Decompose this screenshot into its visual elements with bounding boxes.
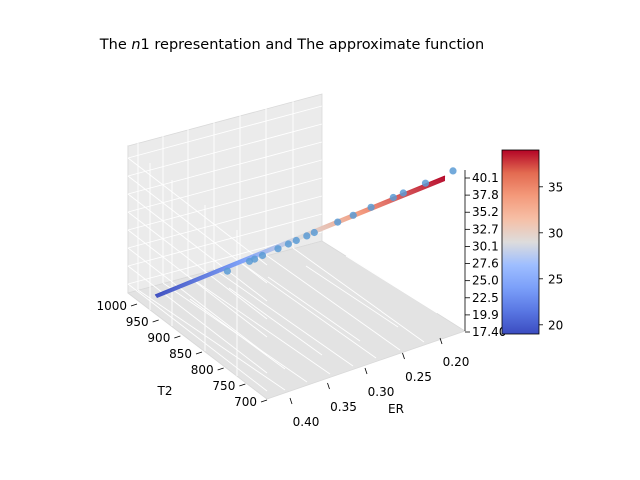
er-tick-label: 0.20 <box>443 355 470 369</box>
z-tick-label: 22.5 <box>472 291 499 305</box>
t2-tick-mark <box>239 383 246 387</box>
colorbar-tick-label: 25 <box>548 272 563 286</box>
t2-tick-mark <box>260 399 268 403</box>
scatter-point <box>367 203 375 211</box>
t2-tick-mark <box>174 335 181 339</box>
z-tick-label: 27.6 <box>472 257 499 271</box>
scatter-point <box>310 228 318 237</box>
t2-tick-mark <box>217 367 224 371</box>
er-axis-label: ER <box>388 402 404 416</box>
z-tick-label: 17.40 <box>472 325 506 339</box>
z-tick-label: 25.0 <box>472 274 499 288</box>
t2-tick-label: 700 <box>234 395 257 409</box>
scatter-point <box>399 189 407 197</box>
colorbar-gradient <box>501 149 540 335</box>
colorbar-tick-label: 30 <box>548 226 563 240</box>
er-tick-label: 0.30 <box>368 385 395 399</box>
t2-tick-label: 900 <box>147 331 170 345</box>
z-tick-label: 19.9 <box>472 308 499 322</box>
scatter-point <box>223 267 231 275</box>
t2-tick-mark <box>152 319 159 323</box>
z-tick-label: 35.2 <box>472 205 499 219</box>
er-tick-mark <box>289 397 293 405</box>
er-tick-mark <box>364 367 368 375</box>
scatter-point <box>389 193 397 202</box>
t2-tick-label: 950 <box>126 315 149 329</box>
scatter-point <box>292 236 300 245</box>
er-tick-mark <box>327 382 330 390</box>
t2-tick-label: 750 <box>212 379 235 393</box>
er-tick-label: 0.40 <box>293 415 320 429</box>
colorbar-tick-label: 35 <box>548 180 563 194</box>
scatter-points <box>223 167 457 275</box>
er-tick-group: 0.20 0.25 0.30 0.35 0.40 <box>289 337 470 429</box>
t2-tick-group: 1000 950 900 850 800 750 700 <box>96 299 268 409</box>
scatter-point <box>251 255 259 263</box>
colorbar-tick-group: 35 30 25 20 <box>539 180 563 332</box>
t2-tick-mark <box>130 303 138 307</box>
z-tick-label: 32.7 <box>472 222 499 236</box>
t2-tick-label: 800 <box>191 363 214 377</box>
scatter-point <box>334 218 342 226</box>
scatter-point <box>421 179 430 187</box>
scatter-point <box>449 167 457 175</box>
scatter-point <box>274 245 282 253</box>
t2-tick-label: 1000 <box>96 299 127 313</box>
surface-edge <box>154 175 446 296</box>
scatter-point <box>284 240 292 248</box>
er-tick-label: 0.35 <box>330 400 357 414</box>
z-tick-label: 30.1 <box>472 239 499 253</box>
er-tick-mark <box>402 352 405 360</box>
scatter-point <box>303 232 311 240</box>
t2-tick-mark <box>195 351 203 355</box>
t2-tick-label: 850 <box>169 347 192 361</box>
t2-axis-label: T2 <box>157 384 173 398</box>
scatter-point <box>258 251 267 260</box>
scatter-point <box>349 211 357 219</box>
colorbar: 35 30 25 20 <box>501 149 563 335</box>
er-tick-mark <box>439 337 443 345</box>
z-tick-label: 40.1 <box>472 171 499 185</box>
colorbar-tick-label: 20 <box>548 318 563 332</box>
er-tick-label: 0.25 <box>405 370 432 384</box>
z-tick-group: 40.1 37.8 35.2 32.7 30.1 27.6 25.0 22.5 19.9 17.4… <box>465 171 506 339</box>
chart-title: The n1 representation and The approximat… <box>99 37 484 53</box>
z-tick-label: 37.8 <box>472 188 499 202</box>
